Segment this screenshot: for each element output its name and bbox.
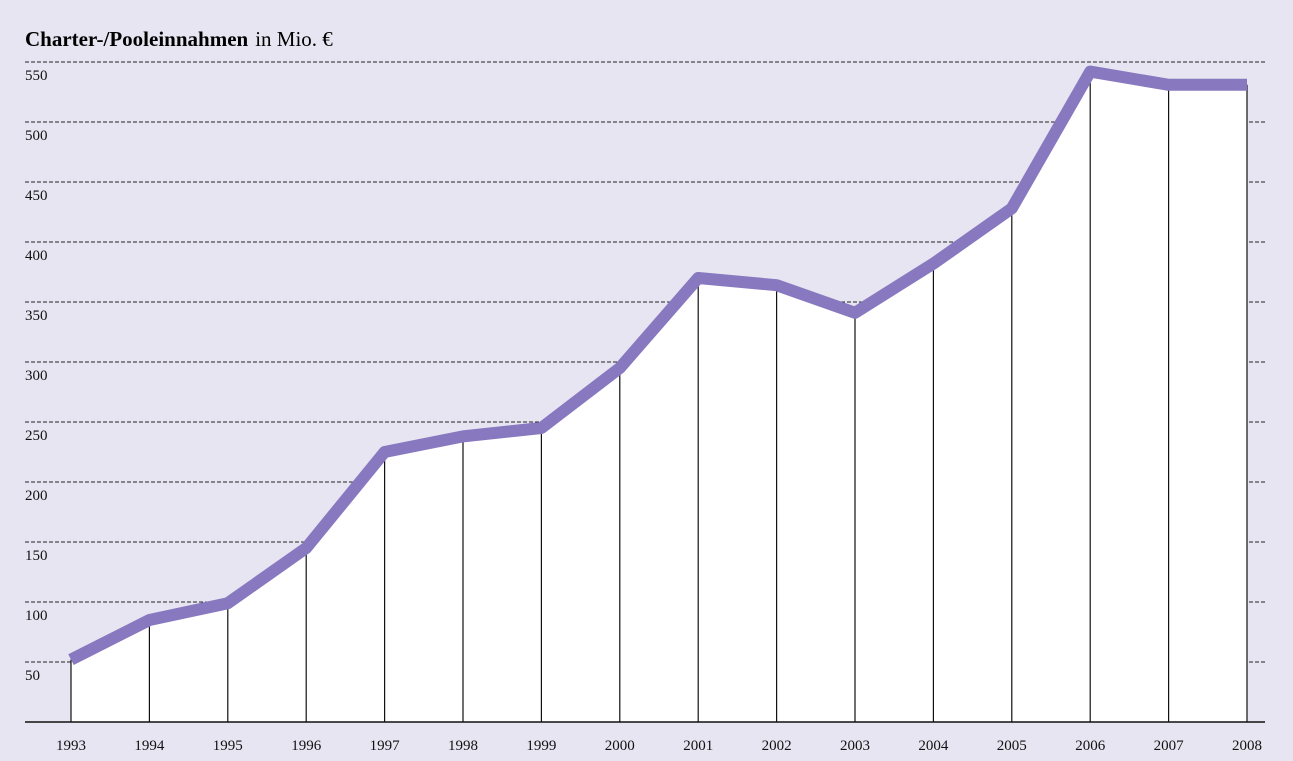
title-main: Charter-/Pooleinnahmen <box>25 27 249 51</box>
x-tick-label: 2005 <box>997 738 1027 754</box>
x-tick-label: 2002 <box>762 738 792 754</box>
chart-title: Charter-/Pooleinnahmen in Mio. € <box>25 27 333 51</box>
x-tick-label: 1995 <box>213 738 243 754</box>
x-tick-label: 1997 <box>370 738 401 754</box>
y-tick-label: 500 <box>25 128 48 144</box>
x-tick-label: 2008 <box>1232 738 1262 754</box>
y-tick-label: 350 <box>25 308 48 324</box>
x-tick-label: 1998 <box>448 738 478 754</box>
x-tick-label: 1999 <box>526 738 556 754</box>
y-tick-label: 200 <box>25 488 48 504</box>
x-tick-label: 1994 <box>134 738 165 754</box>
y-tick-label: 400 <box>25 248 48 264</box>
x-tick-label: 2001 <box>683 738 713 754</box>
y-tick-label: 250 <box>25 428 48 444</box>
x-tick-label: 2004 <box>918 738 949 754</box>
x-tick-label: 2006 <box>1075 738 1106 754</box>
y-tick-label: 100 <box>25 608 48 624</box>
y-tick-label: 550 <box>25 68 48 84</box>
x-tick-label: 1996 <box>291 738 322 754</box>
area <box>71 71 1247 723</box>
line <box>68 65 1247 665</box>
x-tick-label: 2007 <box>1154 738 1185 754</box>
y-tick-label: 150 <box>25 548 48 564</box>
y-tick-label: 450 <box>25 188 48 204</box>
x-tick-label: 2000 <box>605 738 635 754</box>
x-tick-label: 1993 <box>56 738 86 754</box>
title-unit: in Mio. € <box>255 27 333 51</box>
x-tick-label: 2003 <box>840 738 870 754</box>
y-tick-label: 50 <box>25 668 40 684</box>
y-tick-label: 300 <box>25 368 48 384</box>
